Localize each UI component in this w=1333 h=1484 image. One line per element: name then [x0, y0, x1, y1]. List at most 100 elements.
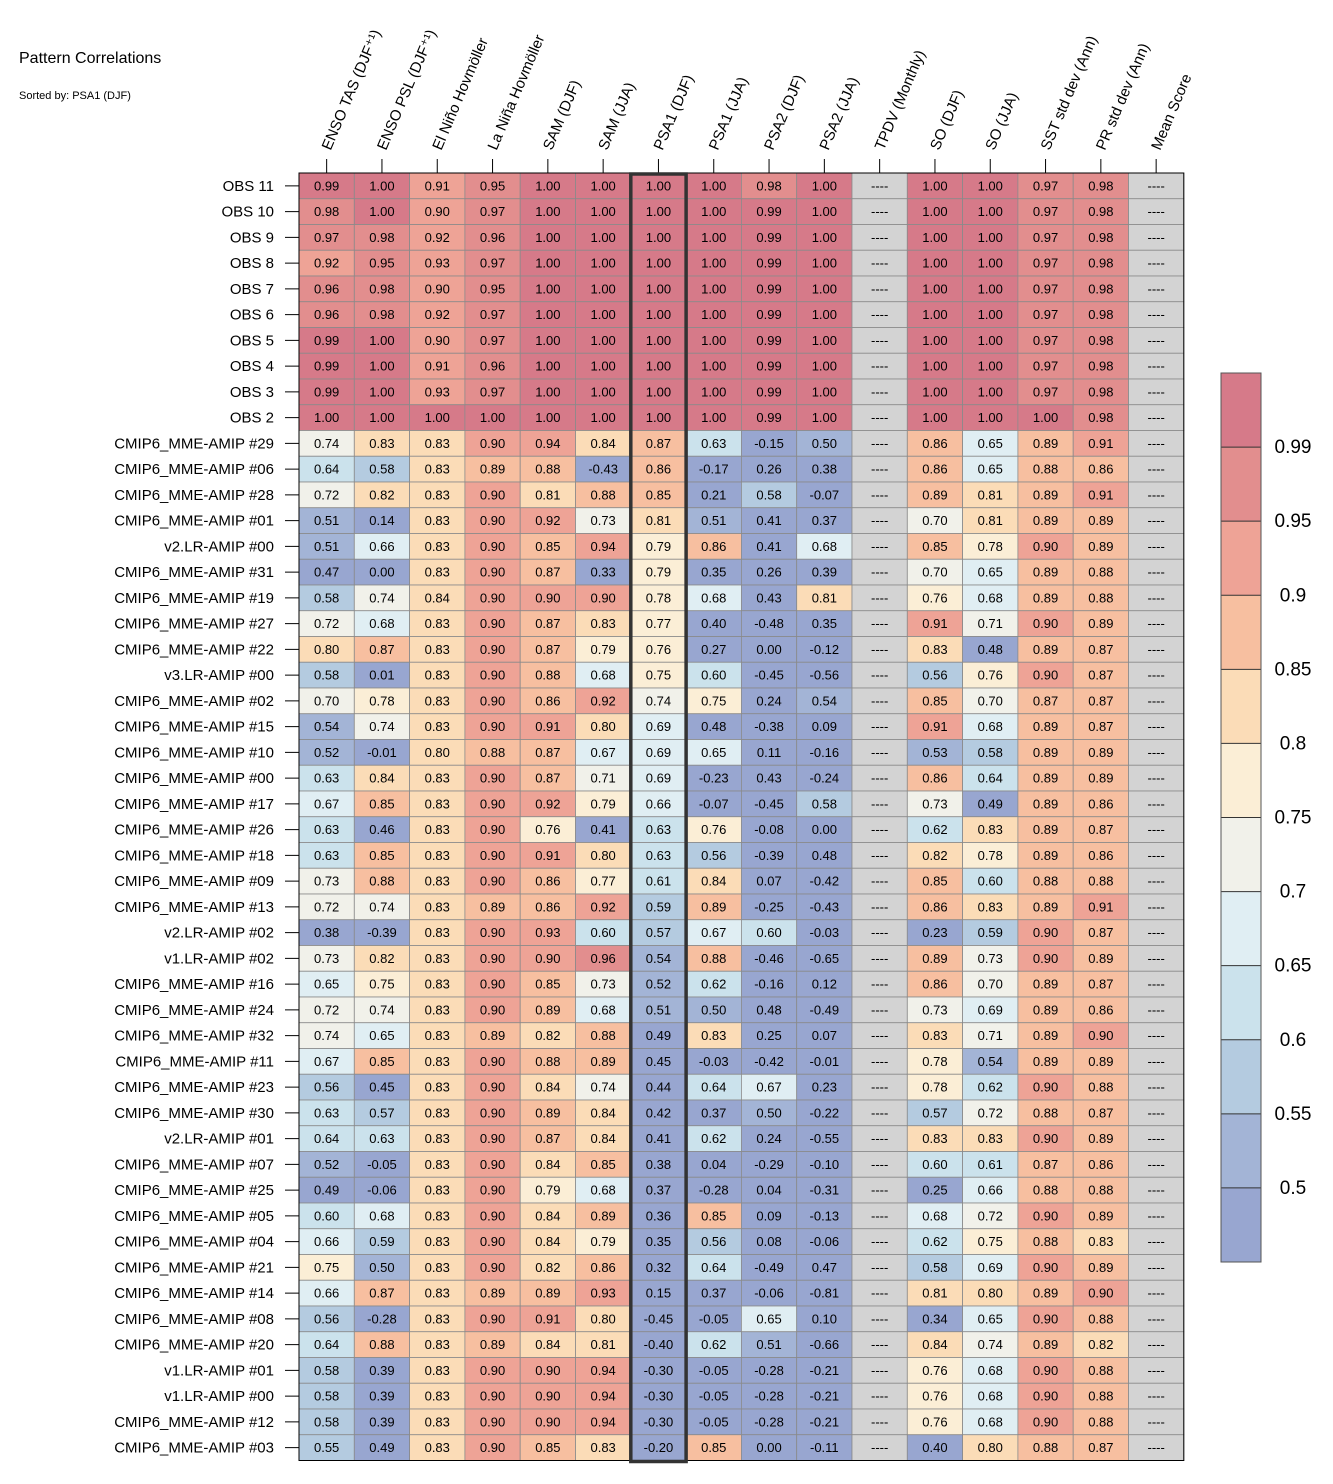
cell-value-label: 0.37: [701, 1105, 726, 1120]
colorbar-tick-label: 0.75: [1275, 808, 1312, 829]
heatmap-cell: [353, 1022, 410, 1049]
cell-value-label: 0.56: [314, 1311, 339, 1326]
cell-value-label: 0.63: [646, 822, 671, 837]
heatmap-cell: [906, 1382, 963, 1410]
cell-value-label: 0.90: [480, 1002, 505, 1017]
heatmap-cell: [796, 1434, 853, 1461]
cell-value-label: 0.83: [922, 1028, 947, 1043]
cell-value-label: 1.00: [535, 230, 560, 245]
cell-value-label: 1.00: [590, 204, 615, 219]
heatmap-cell: [741, 816, 798, 843]
cell-value-label: 0.90: [480, 719, 505, 734]
heatmap-cell: [851, 352, 908, 380]
cell-value-label: 0.96: [480, 359, 505, 374]
heatmap-cell: [353, 1048, 410, 1075]
cell-value-label: 0.90: [1033, 1260, 1058, 1275]
cell-value-label: ----: [1147, 410, 1164, 425]
cell-value-label: 0.58: [978, 745, 1003, 760]
heatmap-cell: [685, 893, 742, 921]
heatmap-cell: [906, 481, 963, 509]
heatmap-cell: [962, 893, 1019, 921]
cell-value-label: -0.42: [754, 1054, 784, 1069]
cell-value-label: 0.89: [1033, 796, 1058, 811]
cell-value-label: 0.83: [425, 899, 450, 914]
heatmap-cell: [1128, 584, 1185, 612]
heatmap-cell: [1017, 713, 1074, 740]
cell-value-label: 0.59: [646, 899, 671, 914]
heatmap-cell: [630, 275, 687, 303]
colorbar-segment: [1221, 1039, 1261, 1114]
cell-value-label: 1.00: [535, 204, 560, 219]
heatmap-cell: [962, 275, 1019, 303]
heatmap-cell: [575, 1279, 632, 1307]
cell-value-label: 0.62: [701, 1131, 726, 1146]
heatmap-cell: [741, 661, 798, 689]
heatmap-cell: [353, 378, 410, 406]
cell-value-label: 0.93: [425, 384, 450, 399]
cell-value-label: ----: [1147, 899, 1164, 914]
heatmap-cell: [1017, 249, 1074, 277]
heatmap-cell: [409, 404, 466, 431]
cell-value-label: 0.73: [314, 874, 339, 889]
cell-value-label: 0.56: [314, 1080, 339, 1095]
cell-value-label: 0.41: [756, 513, 781, 528]
heatmap-cell: [298, 945, 355, 972]
cell-value-label: 0.79: [590, 796, 615, 811]
cell-value-label: 0.90: [480, 693, 505, 708]
cell-value-label: ----: [871, 745, 888, 760]
heatmap-cell: [1072, 224, 1129, 251]
row-label: CMIP6_MME-AMIP #10: [114, 744, 274, 761]
cell-value-label: 1.00: [701, 410, 726, 425]
cell-value-label: 0.88: [1033, 1105, 1058, 1120]
heatmap-cell: [796, 661, 853, 689]
heatmap-cell: [685, 1202, 742, 1230]
cell-value-label: 0.86: [922, 899, 947, 914]
cell-value-label: ----: [871, 771, 888, 786]
cell-value-label: 1.00: [425, 410, 450, 425]
cell-value-label: 0.90: [480, 771, 505, 786]
heatmap-cell: [575, 893, 632, 921]
cell-value-label: 0.71: [590, 771, 615, 786]
cell-value-label: ----: [871, 1389, 888, 1404]
cell-value-label: 0.56: [701, 1234, 726, 1249]
cell-value-label: 0.54: [812, 693, 837, 708]
heatmap-cell: [298, 996, 355, 1024]
heatmap-cell: [519, 970, 576, 998]
cell-value-label: 0.83: [425, 436, 450, 451]
heatmap-cell: [851, 1434, 908, 1461]
cell-value-label: 0.83: [425, 1054, 450, 1069]
heatmap-cell: [1072, 687, 1129, 715]
cell-value-label: 0.93: [425, 256, 450, 271]
cell-value-label: 0.99: [756, 333, 781, 348]
heatmap-cell: [353, 867, 410, 895]
cell-value-label: 0.98: [1088, 410, 1113, 425]
heatmap-cell: [1017, 1305, 1074, 1333]
cell-value-label: 0.79: [590, 1234, 615, 1249]
heatmap-cell: [409, 1202, 466, 1230]
cell-value-label: 0.90: [1033, 539, 1058, 554]
cell-value-label: 0.89: [1088, 1131, 1113, 1146]
heatmap-cell: [851, 687, 908, 715]
cell-value-label: 1.00: [922, 230, 947, 245]
heatmap-cell: [1072, 1151, 1129, 1178]
heatmap-cell: [1017, 893, 1074, 921]
cell-value-label: 0.00: [756, 642, 781, 657]
heatmap-cell: [630, 481, 687, 509]
cell-value-label: 0.67: [314, 796, 339, 811]
cell-value-label: 0.74: [369, 719, 394, 734]
heatmap-cell: [298, 1331, 355, 1358]
heatmap-cell: [1128, 404, 1185, 431]
cell-value-label: 0.88: [480, 745, 505, 760]
cell-value-label: 0.86: [1088, 796, 1113, 811]
cell-value-label: 0.90: [480, 565, 505, 580]
cell-value-label: 0.83: [425, 668, 450, 683]
cell-value-label: 0.87: [1088, 977, 1113, 992]
cell-value-label: 0.89: [1033, 771, 1058, 786]
row-label: CMIP6_MME-AMIP #01: [114, 513, 274, 530]
cell-value-label: 0.96: [314, 281, 339, 296]
cell-value-label: 0.89: [1033, 977, 1058, 992]
heatmap-cell: [962, 584, 1019, 612]
cell-value-label: 0.97: [480, 256, 505, 271]
row-labels: OBS 11 OBS 10 OBS 9 OBS 8 OBS 7 OBS 6 OBS 5 OBS…: [114, 178, 299, 1457]
cell-value-label: 0.83: [425, 1080, 450, 1095]
